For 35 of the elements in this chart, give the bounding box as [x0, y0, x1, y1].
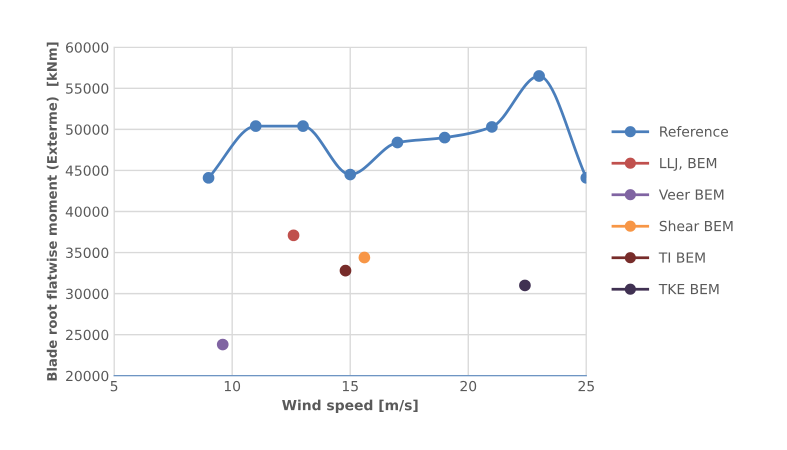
x-axis-title: Wind speed [m/s]: [282, 400, 418, 414]
y-tick-label: 25000: [66, 330, 108, 340]
point: [533, 70, 545, 82]
point: [288, 229, 300, 242]
point: [216, 338, 229, 350]
point: [344, 168, 356, 180]
x-tick-label: 20: [460, 380, 476, 392]
y-tick-label: 50000: [66, 124, 108, 135]
y-tick-label: 20000: [66, 370, 108, 382]
y-tick-label: 35000: [66, 248, 108, 258]
y-tick-label: 55000: [66, 83, 108, 94]
legend-label: TI BEM: [658, 252, 705, 263]
y-axis-title: Blade root flatwise moment (Exterme) [kNm]: [46, 42, 59, 380]
x-tick-label: 25: [578, 380, 594, 392]
point: [358, 252, 370, 264]
point: [438, 132, 450, 144]
y-tick-label: 40000: [66, 206, 108, 217]
point: [519, 280, 531, 292]
y-tick-label: 45000: [66, 165, 108, 176]
point: [297, 120, 309, 132]
x-tick-label: 15: [342, 381, 358, 392]
x-tick-label: 10: [224, 380, 240, 392]
point: [202, 172, 214, 184]
x-tick-label: 5: [110, 381, 118, 392]
point: [250, 120, 262, 132]
y-tick-label: 60000: [66, 42, 108, 53]
point: [340, 264, 352, 276]
point: [486, 121, 498, 133]
point: [392, 136, 404, 148]
legend-label: Shear BEM: [660, 220, 733, 232]
y-tick-label: 30000: [66, 288, 108, 300]
legend-label: LLJ, BEM: [660, 158, 716, 171]
legend-label: TKE BEM: [658, 284, 719, 294]
legend-label: Veer BEM: [658, 189, 724, 200]
legend-label: Reference: [660, 126, 728, 137]
